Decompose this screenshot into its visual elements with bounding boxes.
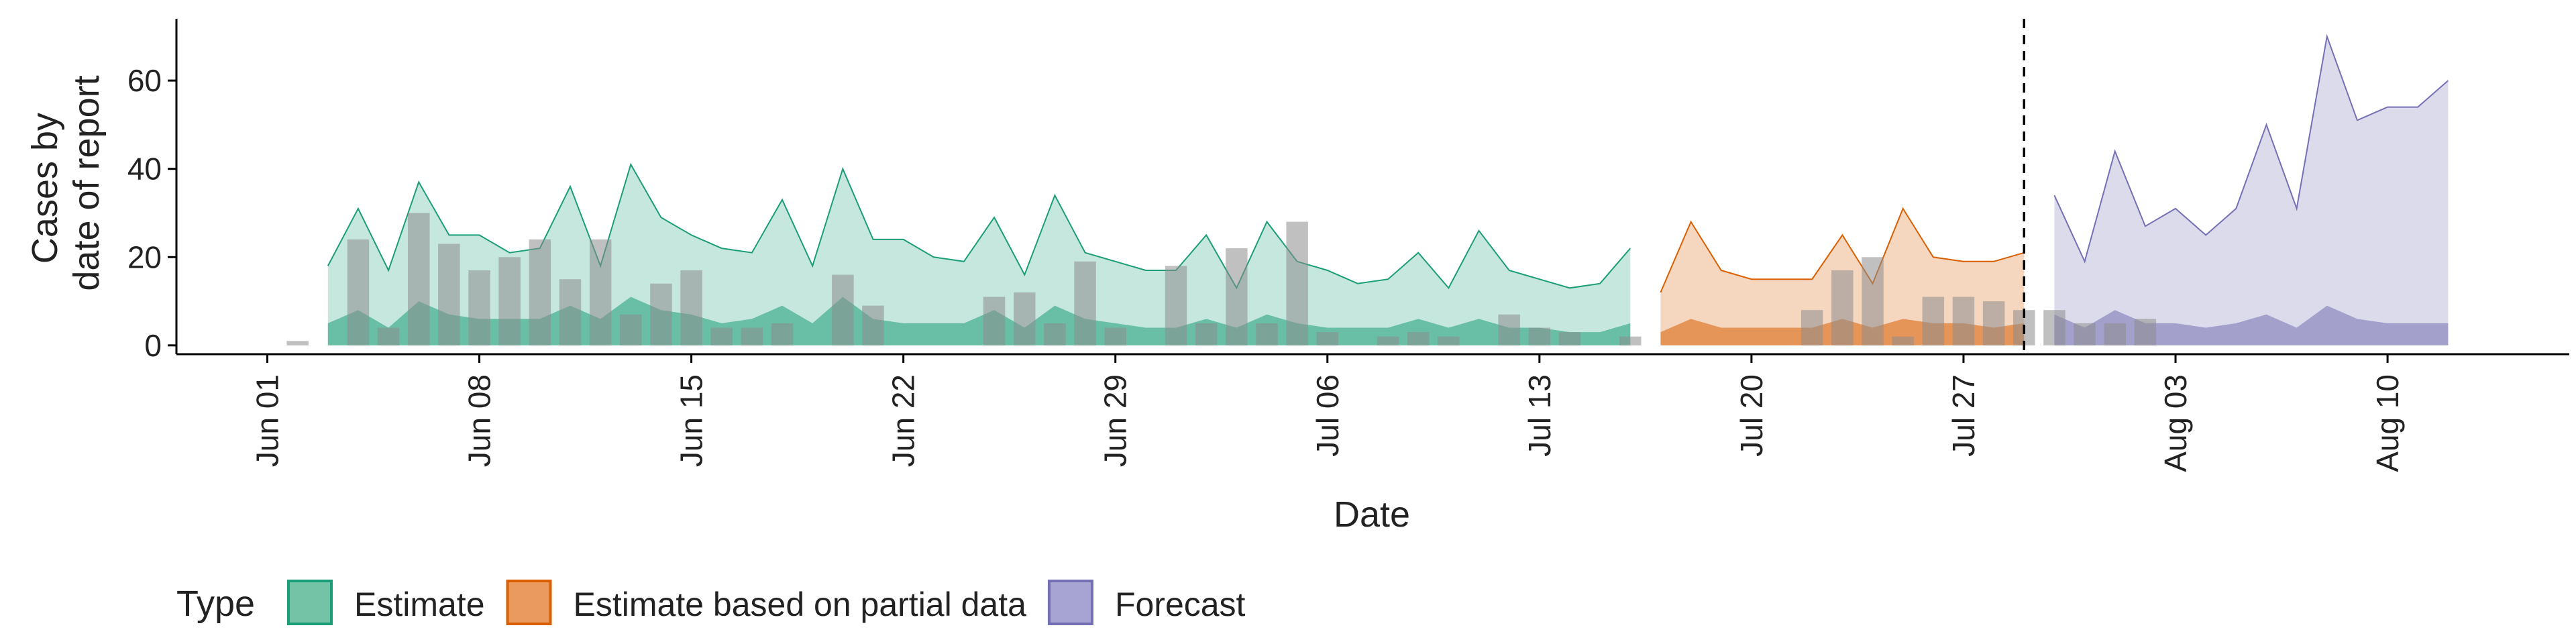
case-bar: [1498, 314, 1520, 345]
case-bar: [1801, 310, 1823, 345]
case-bar: [983, 297, 1006, 345]
legend-swatch-estimate: [287, 580, 333, 625]
case-bar: [1104, 327, 1126, 345]
upper-line-estimate-based-on-partial-data: [1660, 207, 2025, 293]
legend-title: Type: [176, 584, 255, 624]
case-bar: [1074, 261, 1096, 345]
case-bar: [1619, 336, 1642, 345]
case-bar: [680, 270, 702, 345]
x-tick-label: Jun 22: [886, 374, 921, 467]
legend: Type Estimate Estimate based on partial d…: [176, 580, 1246, 625]
case-bar: [771, 323, 794, 345]
case-bar: [832, 274, 854, 345]
y-axis-title: Cases by date of report: [25, 75, 107, 290]
legend-label-estimate-based-on-partial-data: Estimate based on partial data: [574, 586, 1027, 623]
case-bar: [1831, 270, 1854, 345]
case-bar: [1165, 266, 1187, 345]
case-bar: [1528, 327, 1551, 345]
x-axis-title: Date: [1334, 494, 1410, 535]
case-bar: [1286, 221, 1308, 345]
x-tick-label: Jul 20: [1734, 374, 1769, 457]
x-tick-label: Aug 10: [2370, 374, 2405, 472]
y-axis-title-line-1: Cases by: [25, 113, 65, 264]
case-bar: [1377, 336, 1399, 345]
x-tick-label: Jun 01: [250, 374, 285, 467]
legend-swatch-forecast: [1047, 580, 1093, 625]
plot-area: [286, 19, 2449, 354]
case-bar: [1438, 336, 1460, 345]
case-bar: [1014, 292, 1036, 345]
case-bar: [1316, 332, 1338, 345]
case-bar: [408, 213, 430, 345]
upper-line-forecast: [2053, 34, 2449, 264]
case-bar: [620, 314, 642, 345]
x-axis-ticks: Jun 01 Jun 08 Jun 15 Jun 22 Jun 29 Jul 06 Jul …: [250, 354, 2405, 472]
case-bar: [862, 305, 884, 345]
case-bar: [1982, 301, 2005, 345]
case-bar: [589, 239, 612, 345]
y-tick-label: 20: [127, 239, 162, 274]
case-bar: [377, 327, 400, 345]
case-bar: [347, 239, 370, 345]
y-tick-label: 60: [127, 63, 162, 98]
axes: [175, 19, 2569, 356]
legend-swatch-estimate-based-on-partial-data: [506, 580, 552, 625]
y-tick-label: 0: [144, 328, 162, 363]
upper-line-estimate: [327, 162, 1631, 290]
legend-label-estimate: Estimate: [354, 586, 485, 623]
case-bar: [498, 257, 521, 345]
case-bar: [1922, 297, 1945, 345]
x-tick-label: Jul 06: [1310, 374, 1345, 457]
case-bar: [559, 279, 582, 345]
case-bar: [1195, 323, 1218, 345]
case-bar: [1952, 297, 1975, 345]
y-axis-ticks: 0 20 40 60: [127, 63, 176, 363]
case-bar: [2074, 323, 2096, 345]
x-tick-label: Jun 29: [1098, 374, 1133, 467]
case-bar: [1407, 332, 1430, 345]
case-bar: [1862, 257, 1884, 345]
case-bar: [1558, 332, 1581, 345]
case-bar: [468, 270, 490, 345]
case-bar: [1892, 336, 1914, 345]
case-bar: [2043, 310, 2065, 345]
case-bar: [741, 327, 763, 345]
x-tick-label: Jun 15: [674, 374, 709, 467]
case-bar: [438, 244, 460, 345]
x-tick-label: Jul 27: [1946, 374, 1981, 457]
case-bar: [650, 283, 672, 345]
case-bar: [529, 239, 551, 345]
x-tick-label: Aug 03: [2158, 374, 2193, 472]
legend-label-forecast: Forecast: [1115, 586, 1246, 623]
case-bar: [2134, 319, 2157, 345]
case-bar: [1256, 323, 1278, 345]
case-bar: [1226, 248, 1248, 345]
case-bar: [2104, 323, 2126, 345]
y-tick-label: 40: [127, 152, 162, 186]
x-tick-label: Jun 08: [462, 374, 497, 467]
band-forecast: [2054, 36, 2449, 345]
case-bar: [1044, 323, 1066, 345]
case-bar: [286, 341, 309, 345]
y-axis-title-line-2: date of report: [66, 75, 107, 290]
x-tick-label: Jul 13: [1522, 374, 1557, 457]
case-bar: [710, 327, 733, 345]
